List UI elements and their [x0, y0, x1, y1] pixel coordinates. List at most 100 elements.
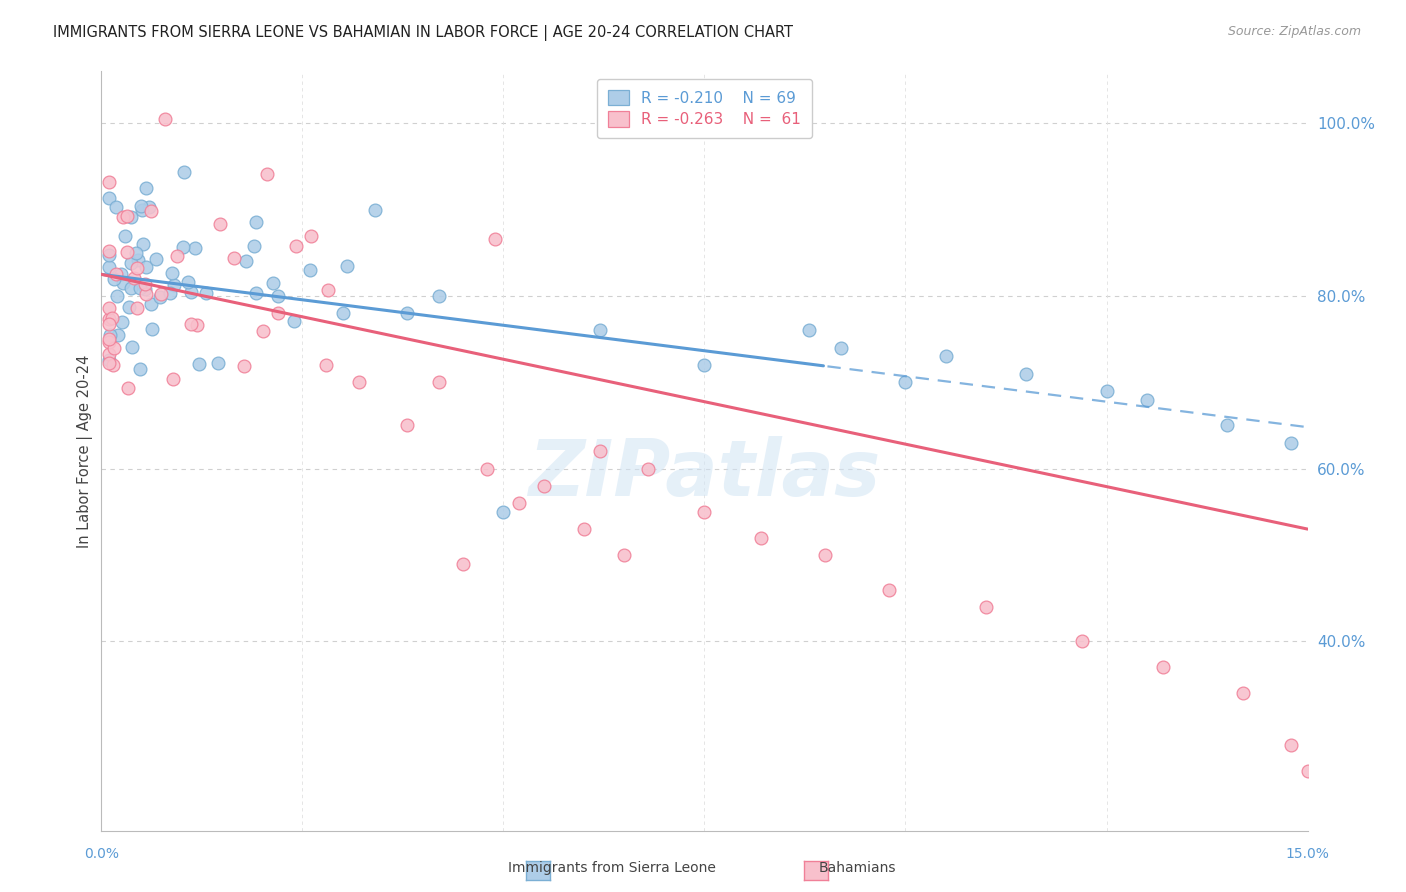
- Point: [129, 199, 152, 213]
- Point: [1281, 435, 1303, 450]
- Point: [180, 317, 202, 331]
- Point: [117, 209, 139, 223]
- Point: [245, 215, 267, 229]
- Point: [1095, 384, 1118, 398]
- Point: [104, 267, 127, 281]
- Point: [141, 321, 163, 335]
- Point: [98, 175, 121, 189]
- Point: [693, 505, 716, 519]
- Point: [1232, 686, 1254, 700]
- Point: [163, 277, 186, 292]
- Point: [139, 203, 162, 218]
- Point: [103, 342, 125, 356]
- Point: [613, 548, 636, 562]
- Point: [315, 358, 337, 372]
- Point: [879, 582, 901, 597]
- Point: [159, 285, 181, 300]
- Point: [186, 318, 208, 332]
- Point: [1071, 634, 1094, 648]
- Point: [395, 418, 418, 433]
- Point: [135, 287, 157, 301]
- Point: [533, 479, 555, 493]
- Point: [242, 239, 264, 253]
- Point: [129, 362, 152, 376]
- Point: [120, 281, 142, 295]
- Text: Immigrants from Sierra Leone: Immigrants from Sierra Leone: [508, 862, 716, 875]
- Point: [115, 244, 138, 259]
- Point: [1281, 738, 1303, 752]
- Point: [187, 357, 209, 371]
- Point: [134, 277, 156, 291]
- Point: [107, 328, 129, 343]
- Point: [162, 267, 184, 281]
- Point: [252, 324, 274, 338]
- Point: [508, 496, 530, 510]
- Point: [149, 290, 172, 304]
- Point: [299, 229, 322, 244]
- Legend: R = -0.210    N = 69, R = -0.263    N =  61: R = -0.210 N = 69, R = -0.263 N = 61: [598, 79, 811, 137]
- Point: [797, 323, 820, 337]
- Point: [118, 300, 141, 314]
- Point: [122, 270, 145, 285]
- Point: [162, 372, 184, 386]
- Point: [127, 260, 149, 275]
- Point: [184, 241, 207, 255]
- Point: [245, 285, 267, 300]
- Point: [114, 229, 136, 244]
- Point: [177, 275, 200, 289]
- Text: 15.0%: 15.0%: [1285, 847, 1330, 861]
- Point: [100, 327, 122, 342]
- Point: [138, 201, 160, 215]
- Point: [1216, 418, 1239, 433]
- Point: [974, 599, 997, 614]
- Point: [207, 356, 229, 370]
- Point: [395, 306, 418, 320]
- Point: [98, 301, 121, 315]
- Point: [105, 289, 128, 303]
- Point: [121, 340, 143, 354]
- Point: [492, 505, 515, 519]
- Point: [134, 282, 156, 296]
- Point: [363, 202, 385, 217]
- Point: [749, 531, 772, 545]
- Point: [98, 318, 121, 332]
- Point: [112, 276, 135, 290]
- Point: [427, 289, 450, 303]
- Point: [98, 334, 121, 349]
- Point: [283, 314, 305, 328]
- Point: [98, 352, 121, 367]
- Point: [894, 376, 917, 390]
- Text: ZIPatlas: ZIPatlas: [529, 436, 880, 512]
- Text: 0.0%: 0.0%: [84, 847, 118, 861]
- Point: [427, 376, 450, 390]
- Point: [98, 248, 121, 262]
- Point: [336, 259, 359, 273]
- Point: [589, 444, 612, 458]
- Point: [98, 311, 121, 326]
- Point: [135, 181, 157, 195]
- Point: [104, 200, 127, 214]
- Point: [172, 240, 194, 254]
- Point: [935, 350, 957, 364]
- Point: [98, 244, 121, 258]
- Point: [299, 263, 322, 277]
- Point: [129, 281, 152, 295]
- Point: [1296, 764, 1319, 778]
- Point: [208, 217, 231, 231]
- Point: [1152, 660, 1174, 674]
- Point: [484, 232, 506, 246]
- Point: [139, 296, 162, 310]
- Point: [98, 332, 121, 346]
- Point: [117, 381, 139, 395]
- Point: [150, 287, 173, 301]
- Point: [98, 356, 121, 370]
- Point: [589, 323, 612, 337]
- Point: [98, 346, 121, 360]
- Point: [111, 316, 134, 330]
- Point: [267, 289, 290, 303]
- Point: [267, 306, 290, 320]
- Point: [110, 267, 132, 281]
- Text: Source: ZipAtlas.com: Source: ZipAtlas.com: [1227, 25, 1361, 38]
- Text: Bahamians: Bahamians: [818, 862, 897, 875]
- Point: [135, 260, 157, 274]
